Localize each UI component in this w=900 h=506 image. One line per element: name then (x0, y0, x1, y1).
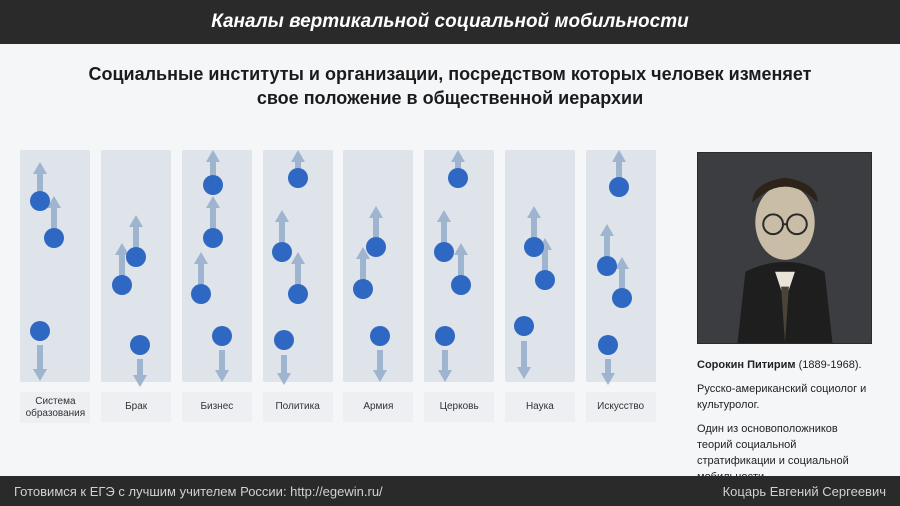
channel-track (505, 150, 575, 382)
arrow-down-icon (277, 350, 291, 385)
channel-track (343, 150, 413, 382)
page-title: Каналы вертикальной социальной мобильнос… (211, 11, 688, 33)
mobility-dot (44, 228, 64, 248)
mobility-dot (288, 168, 308, 188)
portrait-line-2: Русско-американский социолог и культурол… (697, 382, 872, 414)
mobility-dot (514, 316, 534, 336)
mobility-dot (30, 321, 50, 341)
portrait-caption: Сорокин Питирим (1889-1968). Русско-амер… (697, 358, 872, 486)
mobility-dot (524, 237, 544, 257)
mobility-dot (451, 275, 471, 295)
footer-left: Готовимся к ЕГЭ с лучшим учителем России… (14, 484, 383, 499)
subtitle: Социальные институты и организации, поср… (50, 62, 850, 111)
mobility-dot (435, 326, 455, 346)
mobility-dot (597, 256, 617, 276)
mobility-dot (130, 335, 150, 355)
arrow-down-icon (133, 354, 147, 387)
channel-label: Политика (263, 392, 333, 422)
channel-column: Церковь (422, 150, 497, 430)
arrow-down-icon (373, 345, 387, 382)
footer-right: Коцарь Евгений Сергеевич (723, 484, 886, 499)
channels-row: Система образования Брак Бизнес Политика… (18, 150, 658, 430)
mobility-dot (366, 237, 386, 257)
portrait-years: (1889-1968). (796, 359, 862, 371)
mobility-dot (212, 326, 232, 346)
channel-track (263, 150, 333, 382)
channel-label: Брак (101, 392, 171, 422)
portrait-name: Сорокин Питирим (697, 359, 796, 371)
mobility-dot (274, 330, 294, 350)
portrait-image (697, 152, 872, 344)
footer-bar: Готовимся к ЕГЭ с лучшим учителем России… (0, 476, 900, 506)
channel-track (182, 150, 252, 382)
mobility-dot (30, 191, 50, 211)
arrow-down-icon (517, 336, 531, 379)
channel-column: Система образования (18, 150, 93, 430)
arrow-down-icon (601, 354, 615, 385)
mobility-dot (288, 284, 308, 304)
mobility-dot (448, 168, 468, 188)
channel-label: Бизнес (182, 392, 252, 422)
channel-label: Церковь (424, 392, 494, 422)
mobility-dot (191, 284, 211, 304)
mobility-dot (203, 228, 223, 248)
portrait-block: Сорокин Питирим (1889-1968). Русско-амер… (697, 152, 872, 486)
channel-track (424, 150, 494, 382)
mobility-dot (203, 175, 223, 195)
title-bar: Каналы вертикальной социальной мобильнос… (0, 0, 900, 44)
mobility-dot (612, 288, 632, 308)
channel-column: Наука (503, 150, 578, 430)
channel-track (20, 150, 90, 382)
slide: Каналы вертикальной социальной мобильнос… (0, 0, 900, 506)
channel-column: Политика (260, 150, 335, 430)
channel-label: Армия (343, 392, 413, 422)
mobility-dot (353, 279, 373, 299)
arrow-down-icon (438, 345, 452, 382)
mobility-dot (370, 326, 390, 346)
mobility-dot (434, 242, 454, 262)
channel-track (586, 150, 656, 382)
subtitle-line-1: Социальные институты и организации, поср… (50, 62, 850, 86)
channel-column: Армия (341, 150, 416, 430)
mobility-dot (598, 335, 618, 355)
mobility-dot (112, 275, 132, 295)
mobility-dot (535, 270, 555, 290)
arrow-down-icon (215, 345, 229, 382)
channel-label: Наука (505, 392, 575, 422)
channel-label: Система образования (20, 392, 90, 423)
mobility-dot (126, 247, 146, 267)
arrow-down-icon (33, 340, 47, 381)
channel-column: Брак (99, 150, 174, 430)
channel-column: Искусство (583, 150, 658, 430)
channel-label: Искусство (586, 392, 656, 422)
mobility-dot (272, 242, 292, 262)
mobility-dot (609, 177, 629, 197)
channel-track (101, 150, 171, 382)
subtitle-line-2: свое положение в общественной иерархии (50, 86, 850, 110)
channel-column: Бизнес (180, 150, 255, 430)
